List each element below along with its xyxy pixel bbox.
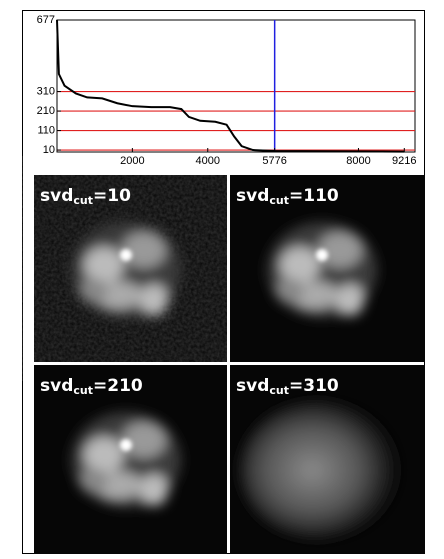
panel-label: svdcut=10 — [40, 186, 131, 207]
label-value: =10 — [93, 186, 131, 206]
y-tick-label: 210 — [37, 105, 55, 117]
panels — [34, 175, 425, 554]
label-subscript: cut — [73, 194, 93, 207]
x-tick-label: 9216 — [392, 155, 416, 167]
label-prefix: svd — [236, 376, 269, 396]
line-series — [56, 19, 405, 153]
panel-label: svdcut=210 — [40, 376, 143, 397]
label-value: =110 — [289, 186, 339, 206]
label-prefix: svd — [40, 376, 73, 396]
label-subscript: cut — [269, 194, 289, 207]
y-tick-label: 677 — [37, 14, 55, 26]
x-tick-label: 8000 — [346, 155, 370, 167]
image-blob — [71, 412, 181, 508]
plot-area — [56, 19, 416, 153]
label-value: =210 — [93, 376, 143, 396]
y-tick-label: 310 — [37, 85, 55, 97]
image-blob — [240, 400, 400, 540]
x-tick-label: 4000 — [195, 155, 219, 167]
panel-label: svdcut=310 — [236, 376, 339, 397]
image-blob — [71, 222, 181, 318]
label-subscript: cut — [269, 384, 289, 397]
x-tick-label: 2000 — [120, 155, 144, 167]
panel-label: svdcut=110 — [236, 186, 339, 207]
image-blob — [267, 222, 377, 318]
label-value: =310 — [289, 376, 339, 396]
y-tick-label: 110 — [37, 124, 55, 136]
label-subscript: cut — [73, 384, 93, 397]
y-tick-label: 10 — [43, 144, 55, 156]
x-tick-label: 5776 — [262, 155, 286, 167]
label-prefix: svd — [40, 186, 73, 206]
label-prefix: svd — [236, 186, 269, 206]
